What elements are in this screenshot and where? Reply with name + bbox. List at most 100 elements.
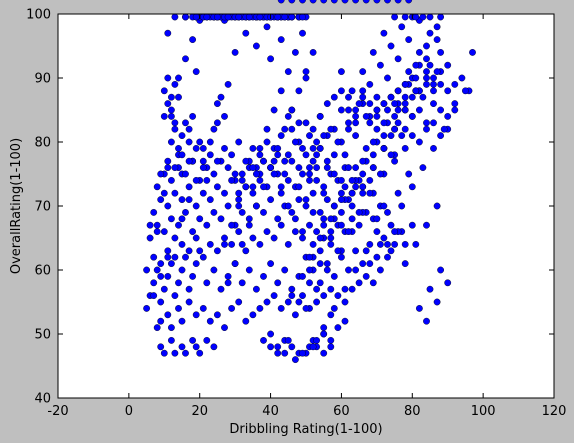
data-point	[321, 324, 327, 330]
data-point	[430, 120, 436, 126]
data-point	[232, 171, 238, 177]
data-point	[399, 203, 405, 209]
data-point	[151, 292, 157, 298]
data-point	[313, 164, 319, 170]
data-point	[260, 184, 266, 190]
data-point	[289, 344, 295, 350]
data-point	[253, 203, 259, 209]
y-tick-label: 70	[34, 200, 51, 215]
data-point	[282, 126, 288, 132]
data-point	[154, 184, 160, 190]
data-point	[395, 88, 401, 94]
data-point	[236, 203, 242, 209]
data-point	[434, 68, 440, 74]
data-point	[399, 132, 405, 138]
data-point	[292, 49, 298, 55]
data-point	[377, 62, 383, 68]
data-point	[445, 88, 451, 94]
data-point	[360, 260, 366, 266]
data-point	[243, 184, 249, 190]
data-point	[179, 196, 185, 202]
data-point	[193, 235, 199, 241]
data-point	[338, 88, 344, 94]
data-point	[225, 81, 231, 87]
data-point	[321, 350, 327, 356]
data-point	[321, 292, 327, 298]
data-point	[427, 14, 433, 20]
data-point	[331, 203, 337, 209]
data-point	[437, 49, 443, 55]
data-point	[236, 139, 242, 145]
data-point	[321, 222, 327, 228]
data-point	[345, 164, 351, 170]
data-point	[221, 324, 227, 330]
data-point	[384, 254, 390, 260]
data-point	[331, 171, 337, 177]
data-point	[388, 43, 394, 49]
data-point	[303, 68, 309, 74]
data-point	[204, 280, 210, 286]
data-point	[221, 241, 227, 247]
data-point	[338, 107, 344, 113]
data-point	[413, 241, 419, 247]
data-point	[356, 209, 362, 215]
data-point	[328, 241, 334, 247]
data-point	[257, 241, 263, 247]
data-point	[168, 107, 174, 113]
data-point	[207, 152, 213, 158]
data-point	[377, 267, 383, 273]
data-point	[367, 81, 373, 87]
data-point	[282, 267, 288, 273]
data-point	[161, 286, 167, 292]
data-point	[278, 222, 284, 228]
data-point	[207, 241, 213, 247]
data-point	[264, 24, 270, 30]
data-point	[218, 94, 224, 100]
data-point	[363, 248, 369, 254]
data-point	[204, 222, 210, 228]
data-point	[161, 113, 167, 119]
data-point	[296, 184, 302, 190]
data-point	[317, 145, 323, 151]
data-point	[151, 209, 157, 215]
data-point	[175, 280, 181, 286]
data-point	[317, 209, 323, 215]
data-point	[289, 209, 295, 215]
data-point	[321, 132, 327, 138]
data-point	[360, 68, 366, 74]
data-point	[363, 145, 369, 151]
data-point	[299, 350, 305, 356]
data-point	[168, 324, 174, 330]
data-point	[324, 196, 330, 202]
data-point	[236, 228, 242, 234]
data-point	[264, 126, 270, 132]
data-point	[413, 62, 419, 68]
data-point	[200, 145, 206, 151]
data-point	[246, 222, 252, 228]
data-point	[172, 120, 178, 126]
data-point	[342, 318, 348, 324]
data-point	[374, 254, 380, 260]
data-point	[445, 280, 451, 286]
data-point	[420, 14, 426, 20]
data-point	[310, 49, 316, 55]
data-point	[182, 171, 188, 177]
data-point	[143, 267, 149, 273]
data-point	[197, 139, 203, 145]
data-point	[331, 273, 337, 279]
data-point	[402, 145, 408, 151]
data-point	[179, 267, 185, 273]
data-point	[384, 75, 390, 81]
x-tick-label: 120	[542, 404, 567, 419]
data-point	[345, 126, 351, 132]
data-point	[211, 344, 217, 350]
data-point	[299, 235, 305, 241]
x-tick-label: 60	[333, 404, 350, 419]
data-point	[193, 344, 199, 350]
data-point	[236, 196, 242, 202]
data-point	[278, 88, 284, 94]
data-point	[193, 68, 199, 74]
data-point	[324, 100, 330, 106]
data-point	[349, 88, 355, 94]
data-point	[186, 299, 192, 305]
